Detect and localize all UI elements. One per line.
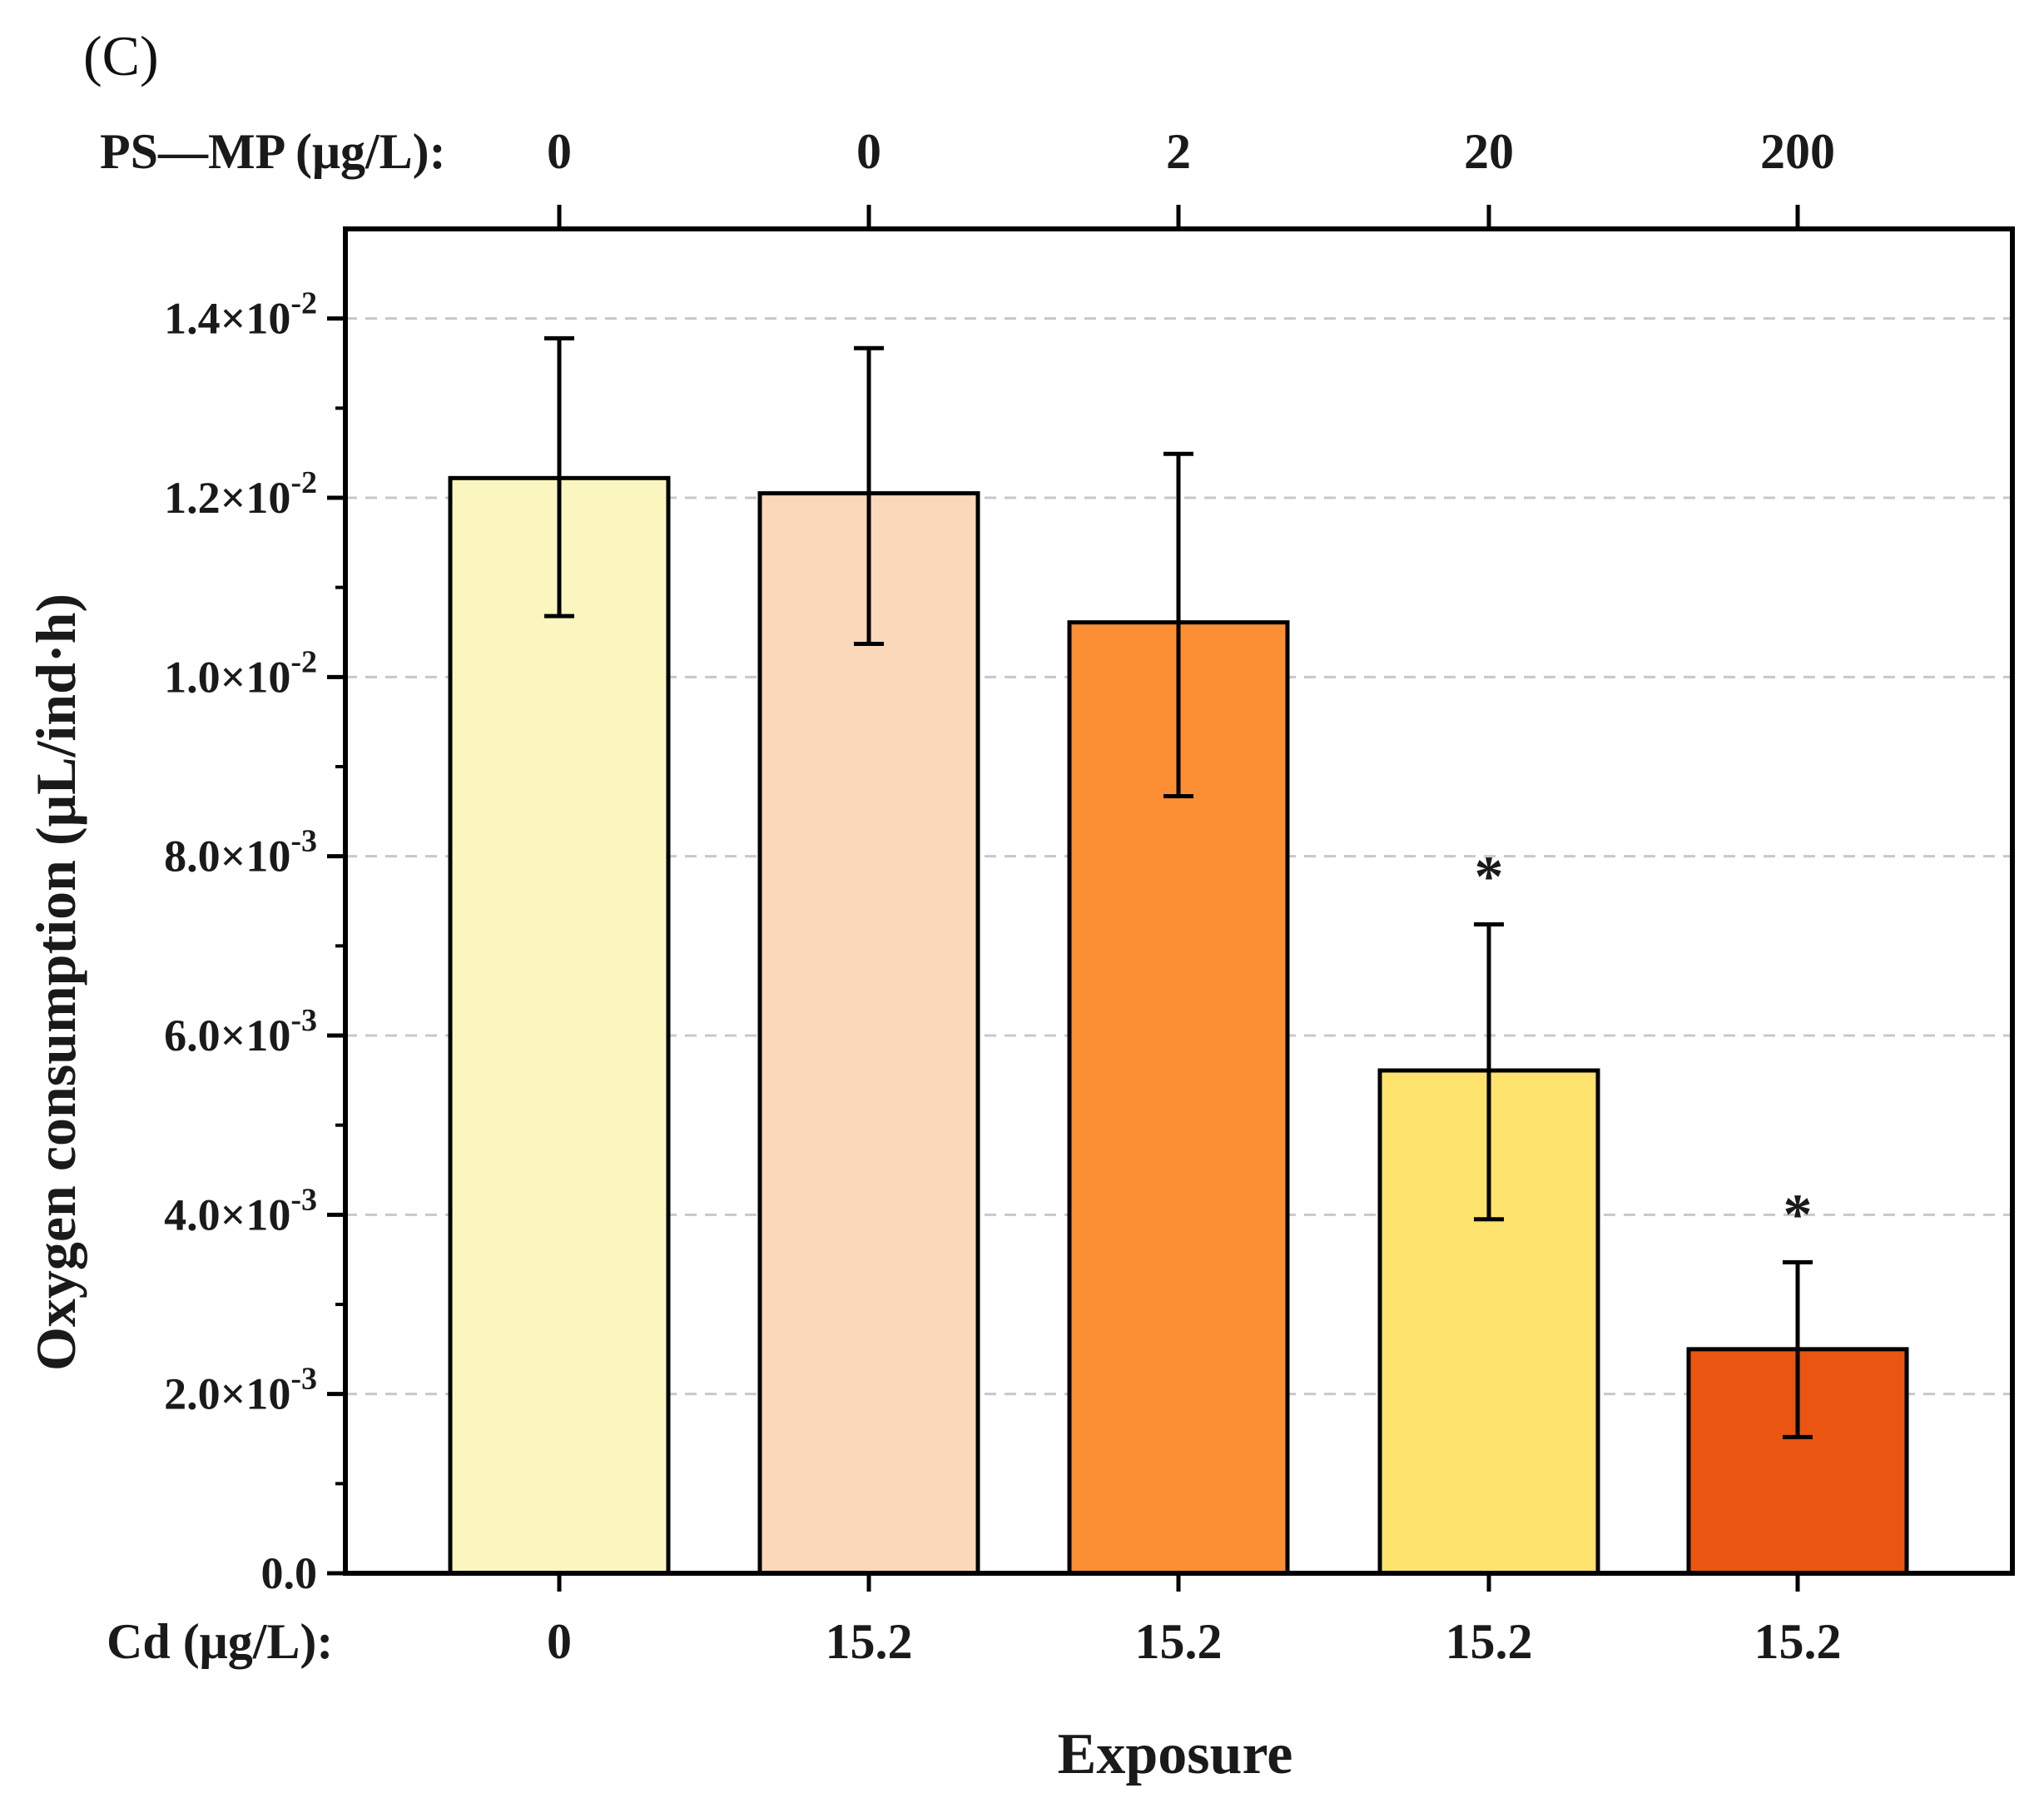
y-tick-label: 0.0 [261,1548,318,1598]
bottom-tick-label: 0 [547,1614,572,1669]
error-bars: ** [544,335,1813,1439]
x-axis-ticks: 0 0 15.2 0 15.2 2 15.2 20 15.2 200 [547,124,1842,1669]
y-tick-label: 2.0×10-3 [164,1362,317,1419]
y-tick-exponent: -3 [290,1182,317,1217]
y-tick-exponent: -3 [290,824,317,859]
bottom-tick-label: 15.2 [1754,1614,1842,1669]
y-tick-label: 4.0×10-3 [164,1182,317,1239]
top-tick-label: 2 [1166,124,1191,179]
y-tick-exponent: -2 [290,644,317,679]
y-tick-exponent: -2 [290,286,317,321]
y-tick-label: 1.4×10-2 [164,286,317,344]
top-tick-label: 20 [1464,124,1514,179]
y-axis-title: Oxygen consumption (μL/ind·h) [24,594,87,1371]
bottom-axis-label: Cd (μg/L): [107,1614,333,1669]
bottom-tick-label: 15.2 [1135,1614,1223,1669]
y-tick-label: 8.0×10-3 [164,824,317,882]
bar [757,491,980,1576]
bar [448,475,671,1576]
y-tick-exponent: -3 [290,1362,317,1397]
bars [448,475,1909,1576]
panel-label: (C) [83,24,159,87]
top-tick-label: 0 [547,124,572,179]
y-tick-label: 1.2×10-2 [164,465,317,523]
bottom-tick-label: 15.2 [1446,1614,1533,1669]
significance-marker: * [1784,1183,1813,1247]
y-tick-exponent: -2 [290,465,317,500]
top-axis-label: PS—MP (μg/L): [100,124,446,179]
x-axis-title: Exposure [1058,1722,1293,1786]
y-tick-label: 6.0×10-3 [164,1003,317,1060]
y-tick-label: 1.0×10-2 [164,644,317,702]
y-tick-exponent: -3 [290,1003,317,1038]
top-tick-label: 200 [1760,124,1835,179]
top-tick-label: 0 [856,124,881,179]
significance-marker: * [1475,845,1504,909]
bottom-tick-label: 15.2 [826,1614,913,1669]
y-axis-ticks: 0.0 2.0×10-3 4.0×10-3 6.0×10-3 8.0×10-3 1.0×1… [164,286,345,1598]
